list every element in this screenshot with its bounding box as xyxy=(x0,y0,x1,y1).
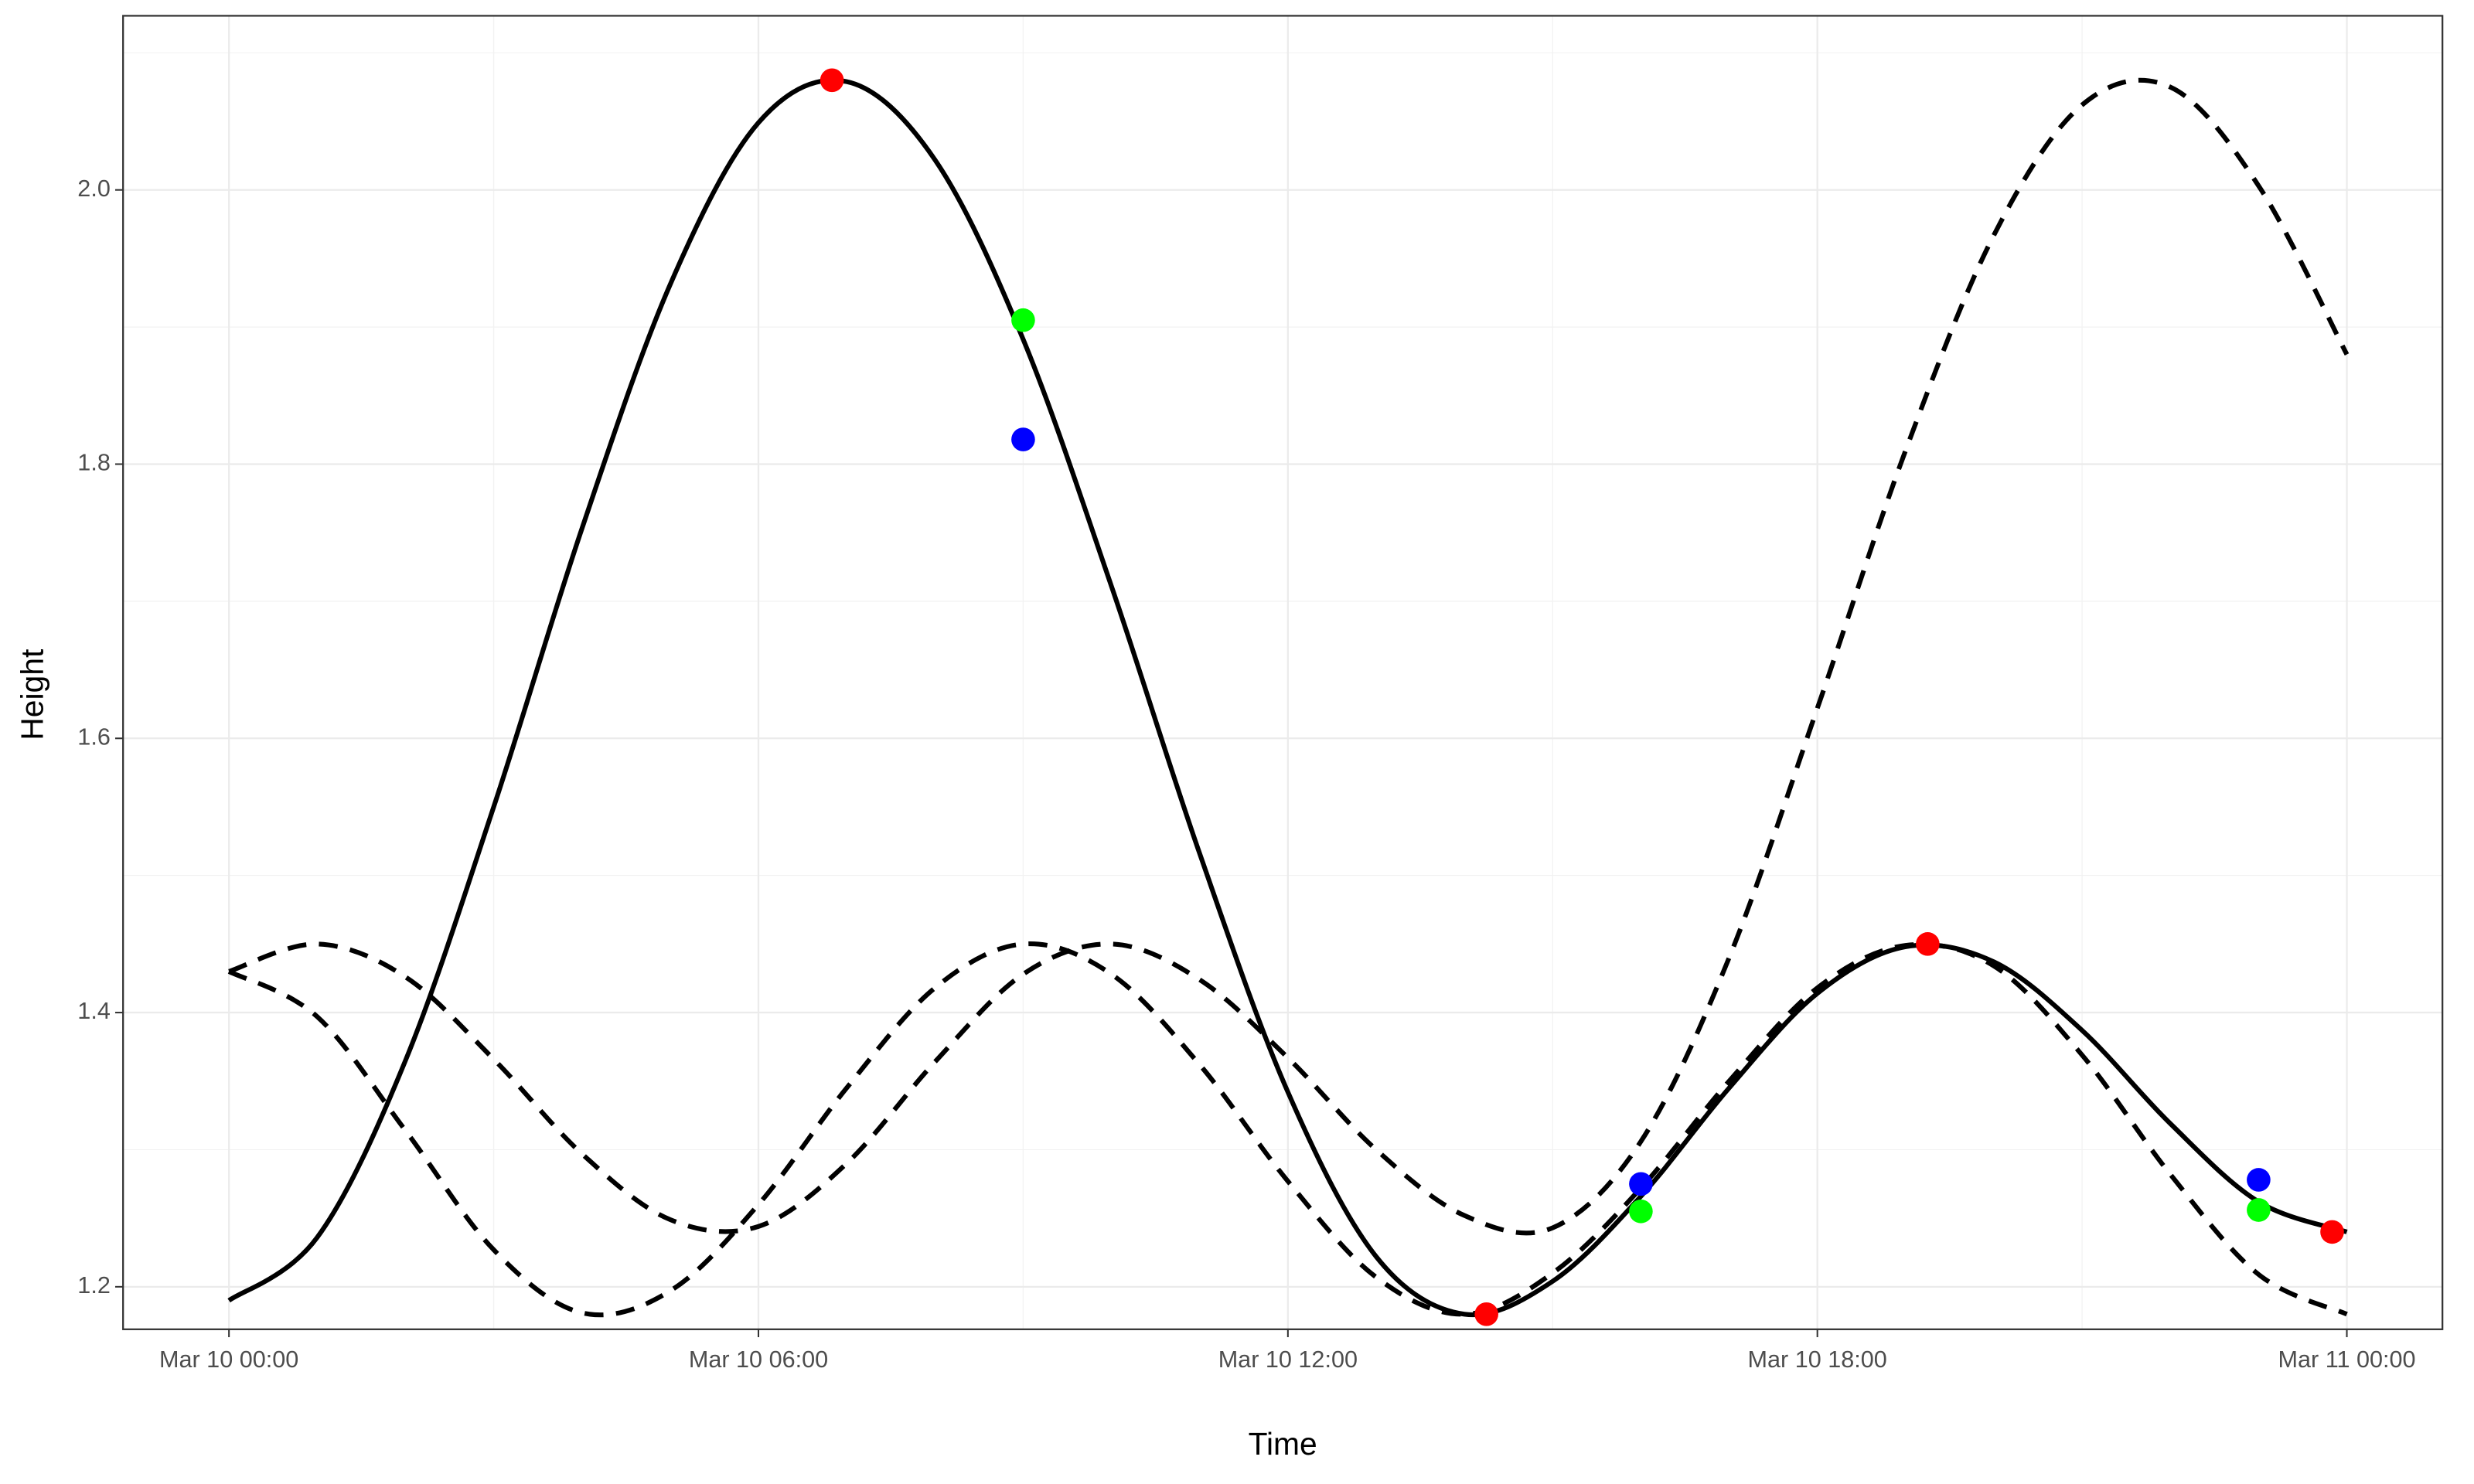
x-tick-label: Mar 10 12:00 xyxy=(1218,1346,1358,1373)
point xyxy=(1916,932,1940,956)
dashed-line xyxy=(228,77,2350,1236)
point xyxy=(1011,427,1035,451)
x-tick-label: Mar 10 06:00 xyxy=(689,1346,828,1373)
point xyxy=(2247,1198,2271,1222)
x-tick-label: Mar 10 00:00 xyxy=(159,1346,298,1373)
dashed-line xyxy=(227,941,2348,1318)
y-tick-label: 1.8 xyxy=(77,450,111,476)
point xyxy=(820,68,844,93)
point xyxy=(1474,1302,1498,1326)
point xyxy=(1011,308,1035,332)
y-tick-label: 1.6 xyxy=(77,723,111,750)
point xyxy=(1629,1199,1653,1224)
y-tick-label: 2.0 xyxy=(77,175,111,202)
point xyxy=(2247,1168,2271,1192)
point xyxy=(1629,1172,1653,1196)
x-tick-label: Mar 11 00:00 xyxy=(2278,1346,2416,1373)
y-tick-label: 1.2 xyxy=(77,1272,111,1298)
y-axis-title: Height xyxy=(15,648,50,740)
y-tick-label: 1.4 xyxy=(77,998,111,1024)
x-axis-title: Time xyxy=(1249,1426,1317,1462)
plot-border xyxy=(122,15,2444,1330)
x-tick-label: Mar 10 18:00 xyxy=(1748,1346,1887,1373)
point xyxy=(2320,1220,2344,1244)
